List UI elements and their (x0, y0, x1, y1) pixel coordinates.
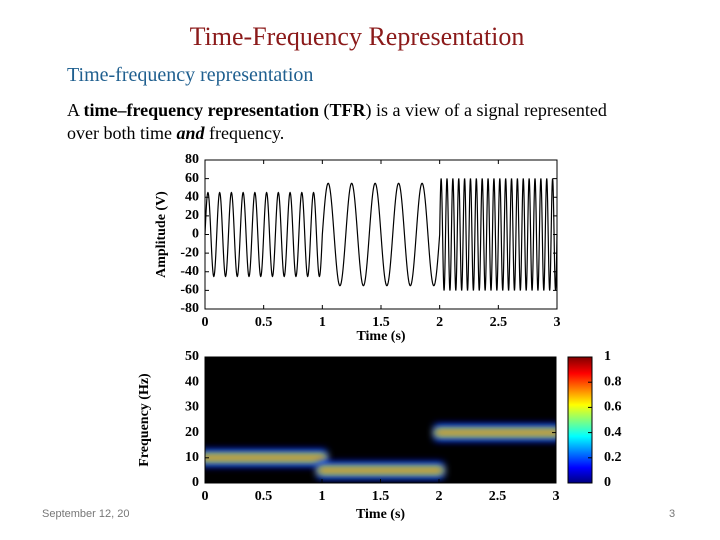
y-tick-label: 50 (185, 349, 199, 364)
x-tick-label: 0.5 (255, 489, 273, 504)
x-tick-label: 0.5 (255, 315, 273, 330)
y-tick-label: 20 (185, 425, 199, 440)
x-tick-label: 0 (202, 315, 209, 330)
y-tick-label: 60 (185, 171, 199, 186)
y-tick-label: 80 (185, 152, 199, 167)
y-tick-label: -40 (180, 264, 199, 279)
ridge (435, 431, 556, 435)
x-tick-label: 2.5 (490, 315, 508, 330)
y-tick-label: 0 (192, 475, 199, 490)
colorbar (567, 356, 593, 484)
x-tick-label: 2 (436, 489, 443, 504)
x-tick-label: 3 (553, 489, 560, 504)
y-tick-label: 40 (185, 189, 199, 204)
ridge (205, 456, 326, 460)
text: frequency. (204, 123, 285, 143)
y-tick-label: 30 (185, 400, 199, 415)
ridge (318, 468, 443, 472)
x-tick-label: 3 (554, 315, 561, 330)
colorbar-tick-label: 0.4 (604, 425, 622, 440)
heatmap (205, 424, 556, 479)
colorbar-tick-label: 0.8 (604, 374, 622, 389)
x-tick-label: 2.5 (489, 489, 507, 504)
waveform-line (321, 182, 441, 287)
x-tick-label: 1.5 (372, 489, 390, 504)
text: ) is a view of a signal represented (365, 100, 607, 120)
page-number: 3 (669, 508, 676, 520)
y-tick-label: -80 (180, 301, 199, 316)
x-axis-label: Time (s) (356, 329, 405, 344)
colorbar-tick-label: 0.2 (604, 450, 622, 465)
text: TFR (329, 100, 366, 120)
plot-frame (204, 159, 558, 310)
y-tick-label: -60 (180, 283, 199, 298)
y-tick-label: -20 (180, 245, 199, 260)
waveform-line (204, 191, 323, 278)
x-tick-label: 1.5 (372, 315, 390, 330)
y-tick-label: 10 (185, 450, 199, 465)
paragraph: A time–frequency representation (TFR) is… (67, 99, 607, 145)
text: time–frequency representation (83, 100, 319, 120)
slide-title: Time-Frequency Representation (189, 22, 525, 51)
y-tick-label: 40 (185, 374, 199, 389)
colorbar-tick-label: 0.6 (604, 400, 622, 415)
text: ( (318, 100, 330, 120)
y-tick-label: 20 (185, 208, 199, 223)
x-axis-label: Time (s) (356, 507, 405, 522)
waveform-line (439, 178, 558, 291)
y-axis-label: Amplitude (V) (154, 191, 169, 278)
colorbar-tick-label: 1 (604, 349, 611, 364)
heading: Time-frequency representation (67, 64, 314, 86)
text: and (176, 123, 205, 143)
text: over both time (67, 123, 177, 143)
footer-date: September 12, 20 (42, 508, 130, 520)
y-axis-label: Frequency (Hz) (137, 373, 152, 467)
colorbar-tick-label: 0 (604, 475, 611, 490)
text: A (67, 100, 84, 120)
x-tick-label: 1 (319, 489, 326, 504)
y-tick-label: 0 (192, 227, 199, 242)
x-tick-label: 2 (436, 315, 443, 330)
x-tick-label: 0 (202, 489, 209, 504)
plot-frame (204, 356, 557, 484)
x-tick-label: 1 (319, 315, 326, 330)
